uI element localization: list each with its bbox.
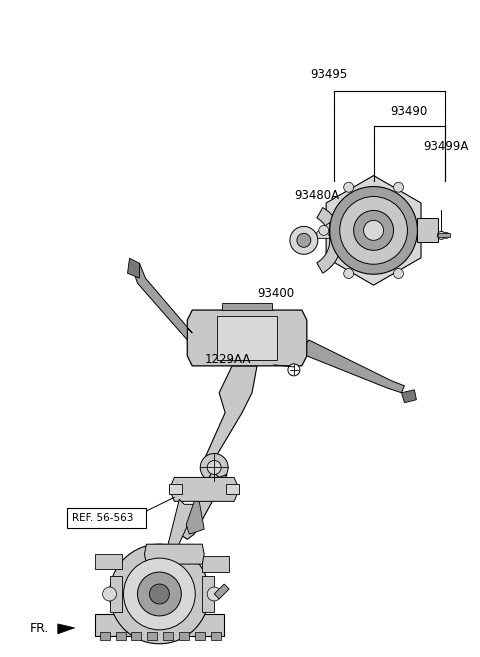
Polygon shape (326, 175, 421, 285)
Polygon shape (58, 624, 75, 634)
Circle shape (419, 225, 428, 235)
Circle shape (149, 584, 169, 604)
Wedge shape (317, 208, 342, 273)
Polygon shape (307, 340, 405, 393)
Circle shape (290, 227, 318, 254)
Text: 93480A: 93480A (294, 189, 339, 202)
Circle shape (437, 231, 445, 239)
Text: 93490: 93490 (391, 105, 428, 118)
Polygon shape (204, 366, 257, 459)
Text: REF. 56-563: REF. 56-563 (72, 513, 133, 523)
Circle shape (207, 587, 221, 601)
Circle shape (297, 233, 311, 247)
Circle shape (330, 187, 418, 274)
Polygon shape (132, 632, 142, 640)
Circle shape (444, 233, 449, 238)
Circle shape (344, 182, 354, 193)
Polygon shape (169, 478, 239, 501)
Polygon shape (187, 310, 307, 366)
Polygon shape (144, 544, 204, 564)
Circle shape (207, 461, 221, 474)
Polygon shape (195, 632, 205, 640)
Polygon shape (438, 233, 450, 237)
Polygon shape (95, 614, 224, 636)
Circle shape (288, 364, 300, 376)
Polygon shape (186, 501, 204, 534)
Polygon shape (116, 632, 126, 640)
Polygon shape (147, 632, 157, 640)
Polygon shape (128, 258, 140, 278)
Circle shape (123, 558, 195, 630)
Text: 93400: 93400 (257, 287, 294, 300)
FancyBboxPatch shape (67, 509, 146, 528)
Polygon shape (161, 499, 197, 557)
Polygon shape (132, 263, 192, 340)
Polygon shape (109, 576, 121, 612)
Polygon shape (180, 632, 189, 640)
Polygon shape (169, 484, 182, 494)
Text: 93495: 93495 (310, 68, 348, 81)
Circle shape (344, 269, 354, 279)
Polygon shape (214, 584, 229, 599)
Circle shape (354, 210, 394, 250)
Text: FR.: FR. (30, 622, 49, 635)
Polygon shape (418, 218, 438, 242)
Circle shape (103, 587, 117, 601)
Circle shape (394, 182, 404, 193)
Polygon shape (401, 390, 417, 403)
Polygon shape (100, 632, 109, 640)
Polygon shape (217, 316, 277, 360)
Circle shape (137, 572, 181, 616)
Circle shape (364, 220, 384, 240)
Polygon shape (202, 576, 214, 612)
Circle shape (109, 544, 209, 644)
Circle shape (319, 225, 329, 235)
Circle shape (200, 453, 228, 482)
Text: 93499A: 93499A (423, 140, 469, 152)
Polygon shape (163, 632, 173, 640)
Polygon shape (180, 472, 227, 539)
Polygon shape (202, 556, 229, 572)
Polygon shape (317, 223, 330, 238)
Polygon shape (95, 554, 121, 569)
Polygon shape (211, 632, 221, 640)
Polygon shape (222, 303, 272, 310)
Circle shape (394, 269, 404, 279)
Circle shape (340, 196, 408, 264)
Polygon shape (226, 484, 239, 494)
Text: 1229AA: 1229AA (204, 353, 251, 367)
